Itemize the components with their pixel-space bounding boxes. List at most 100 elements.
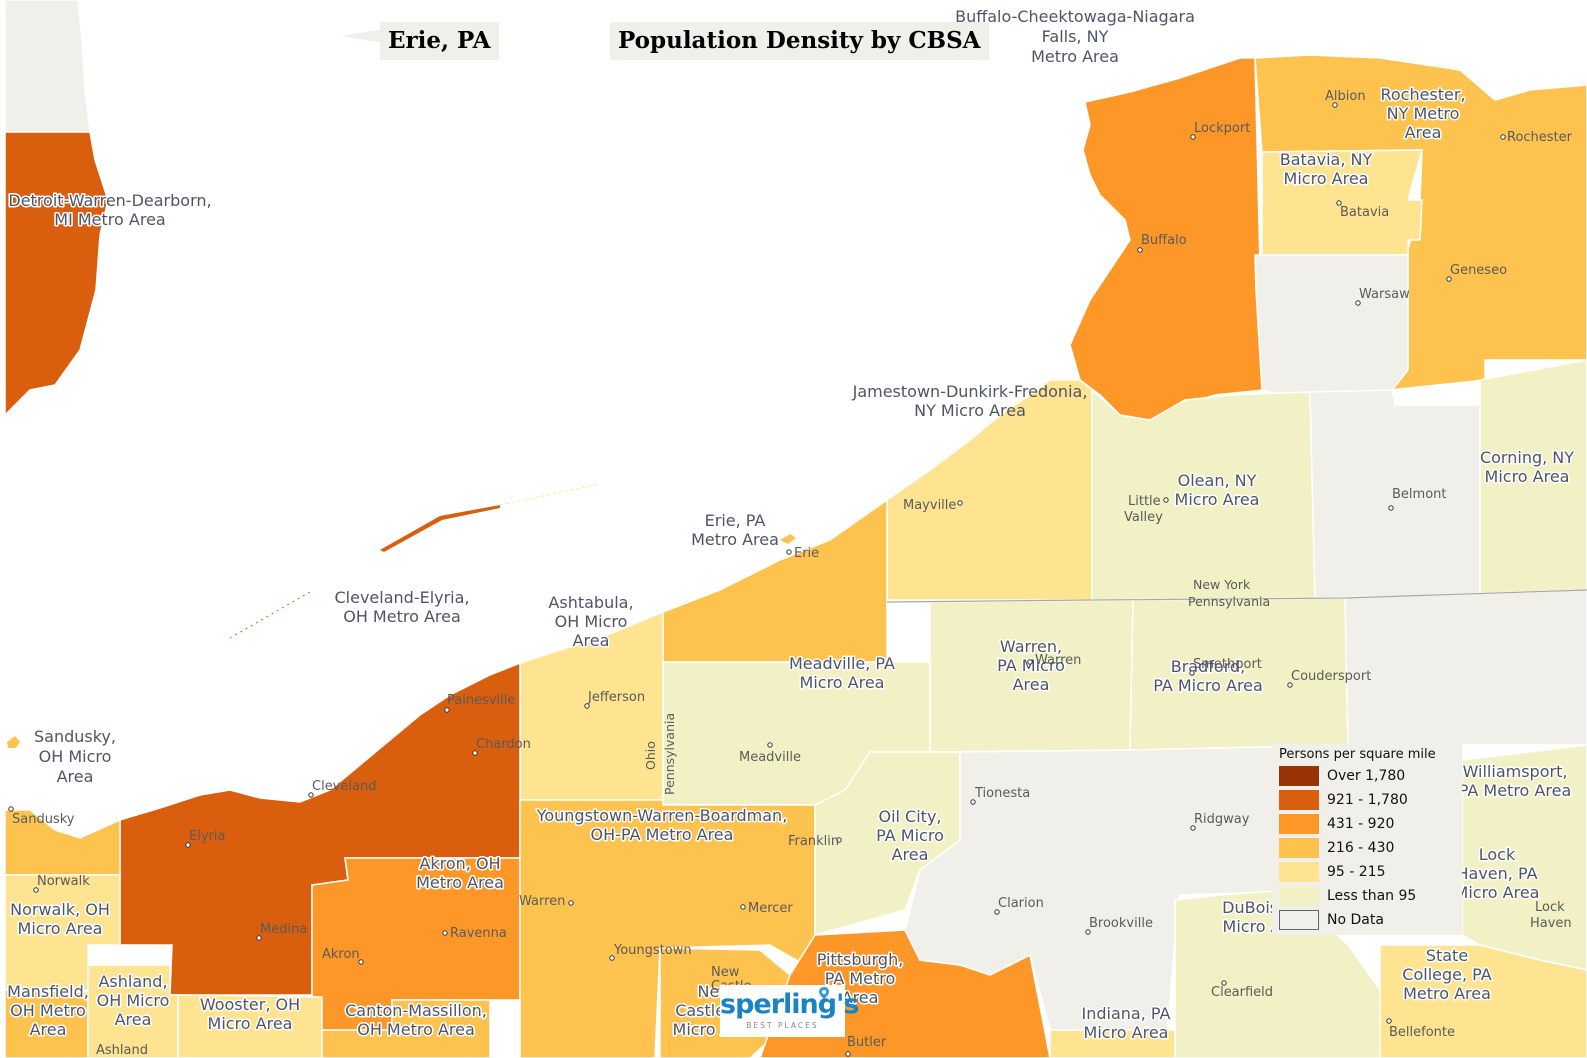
region-detroit[interactable] [4,131,109,417]
region-wooster[interactable] [177,994,323,1058]
city-dot-sandusky [8,806,14,812]
city-label-youngstown: Youngstown [613,943,692,958]
city-dot-little-valley [1163,497,1169,503]
city-dot-medina [256,935,262,941]
state-label-new-york: New York [1193,577,1251,592]
city-dot-jefferson [584,703,590,709]
city-dot-batavia [1336,200,1342,206]
legend-label: 921 - 1,780 [1327,792,1408,808]
city-label-bellefonte: Bellefonte [1389,1025,1455,1040]
state-label-pennsylvania: Pennsylvania [1188,594,1270,609]
cbsa-label-meadville: Meadville, PA Micro Area [789,654,895,692]
state-label-ohio: Ohio [643,741,658,770]
cbsa-label-olean: Olean, NY Micro Area [1175,471,1260,509]
legend-swatch-431-920 [1279,814,1319,834]
city-label-rochester: Rochester [1507,130,1573,145]
legend-item-no-data: No Data [1279,909,1384,931]
erie-presque-isle [780,534,796,544]
cbsa-label-rochester: Rochester, NY Metro Area [1380,85,1465,142]
city-label-warren-oh: Warren [519,894,565,909]
city-dot-buffalo [1137,247,1143,253]
city-label-brookville: Brookville [1089,916,1153,931]
city-label-buffalo: Buffalo [1141,233,1187,248]
region-indiana[interactable] [1049,1029,1176,1058]
city-dot-brookville [1085,929,1091,935]
logo-tagline: BEST PLACES [746,1021,819,1030]
city-dot-coudersport [1287,682,1293,688]
city-dot-meadville [767,742,773,748]
cbsa-label-bradford: Bradford, PA Micro Area [1153,657,1263,695]
city-label-erie: Erie [794,546,819,561]
cbsa-label-oil-city: Oil City, PA Micro Area [876,807,944,864]
sperlings-logo[interactable]: sperling's BEST PLACES [720,985,859,1037]
city-label-little-valley: Little Valley [1124,494,1163,525]
cbsa-label-sandusky: Sandusky, OH Micro Area [34,727,116,786]
region-canton[interactable] [321,999,491,1058]
city-dot-tionesta [970,799,976,805]
city-label-albion: Albion [1325,89,1366,104]
cbsa-label-mansfield: Mansfield, OH Metro Area [7,982,89,1039]
cbsa-label-youngstown: Youngstown-Warren-Boardman, OH-PA Metro A… [536,806,788,844]
city-dot-lockport [1190,134,1196,140]
cbsa-label-erie: Erie, PA Metro Area [691,511,779,549]
cbsa-label-ashtabula: Ashtabula, OH Micro Area [548,593,633,650]
city-label-coudersport: Coudersport [1291,669,1371,684]
region-williamsport-lock-haven[interactable] [1461,744,1587,971]
cbsa-label-indiana: Indiana, PA Micro Area [1082,1004,1171,1042]
city-dot-clarion [994,909,1000,915]
city-dot-clearfield [1221,980,1227,986]
city-dot-warsaw [1355,300,1361,306]
city-label-elyria: Elyria [189,829,225,844]
city-dot-butler [845,1051,851,1057]
legend: Persons per square mile Over 1,780 921 -… [1272,743,1462,935]
legend-swatch-216-430 [1279,838,1319,858]
city-label-jefferson: Jefferson [587,690,645,705]
logo-brand-text: sperling's [720,989,859,1020]
map-title: Population Density by CBSA [610,22,989,60]
city-dot-albion [1332,102,1338,108]
city-label-tionesta: Tionesta [974,786,1030,801]
region-youngstown[interactable] [519,799,816,1058]
cbsa-label-williamsport: Williamsport, PA Metro Area [1459,762,1572,800]
location-title-pointer [340,30,380,42]
legend-item-216-430: 216 - 430 [1279,837,1394,859]
cbsa-label-detroit: Detroit-Warren-Dearborn, MI Metro Area [8,191,211,229]
city-markers: Lockport Albion Rochester Batavia Buffal… [8,89,1573,1058]
city-dot-youngstown [609,955,615,961]
region-michigan-no-data[interactable] [4,0,91,133]
city-label-warsaw: Warsaw [1359,287,1410,302]
lake-shoreline-dots-2 [499,483,601,506]
legend-item-921-1780: 921 - 1,780 [1279,789,1408,811]
cbsa-label-jamestown: Jamestown-Dunkirk-Fredonia, NY Micro Area [852,382,1088,420]
city-label-medina: Medina [260,922,307,937]
city-dot-chardon [472,750,478,756]
cbsa-label-warren-pa: Warren, PA Micro Area [997,637,1065,694]
region-potter-no-data[interactable] [1344,589,1587,746]
cbsa-label-lock-haven: Lock Haven, PA Micro Area [1455,845,1540,902]
legend-item-95-215: 95 - 215 [1279,861,1386,883]
city-label-clearfield: Clearfield [1211,985,1273,1000]
city-label-akron: Akron [322,947,360,962]
city-label-mayville: Mayville [903,498,956,513]
legend-swatch-over-1780 [1279,766,1319,786]
region-corning[interactable] [1479,359,1587,596]
city-dot-warren-pa [1027,659,1033,665]
legend-item-over-1780: Over 1,780 [1279,765,1405,787]
legend-label: 95 - 215 [1327,864,1386,880]
legend-label: 431 - 920 [1327,816,1395,832]
legend-label: Less than 95 [1327,888,1417,904]
legend-label: 216 - 430 [1327,840,1395,856]
buffalo-island [1110,265,1124,284]
cbsa-label-cleveland: Cleveland-Elyria, OH Metro Area [334,588,469,626]
city-label-ridgway: Ridgway [1194,812,1250,827]
city-label-ravenna: Ravenna [450,926,507,941]
region-wyoming-no-data[interactable] [1254,254,1409,403]
city-label-cleveland: Cleveland [312,779,376,794]
city-dot-elyria [185,842,191,848]
region-mansfield[interactable] [4,989,89,1058]
city-dot-mercer [740,904,746,910]
legend-title: Persons per square mile [1279,747,1436,762]
cbsa-labels: Buffalo-Cheektowaga-Niagara Falls, NY Metr… [6,7,1576,1044]
region-cleveland[interactable] [119,661,521,996]
